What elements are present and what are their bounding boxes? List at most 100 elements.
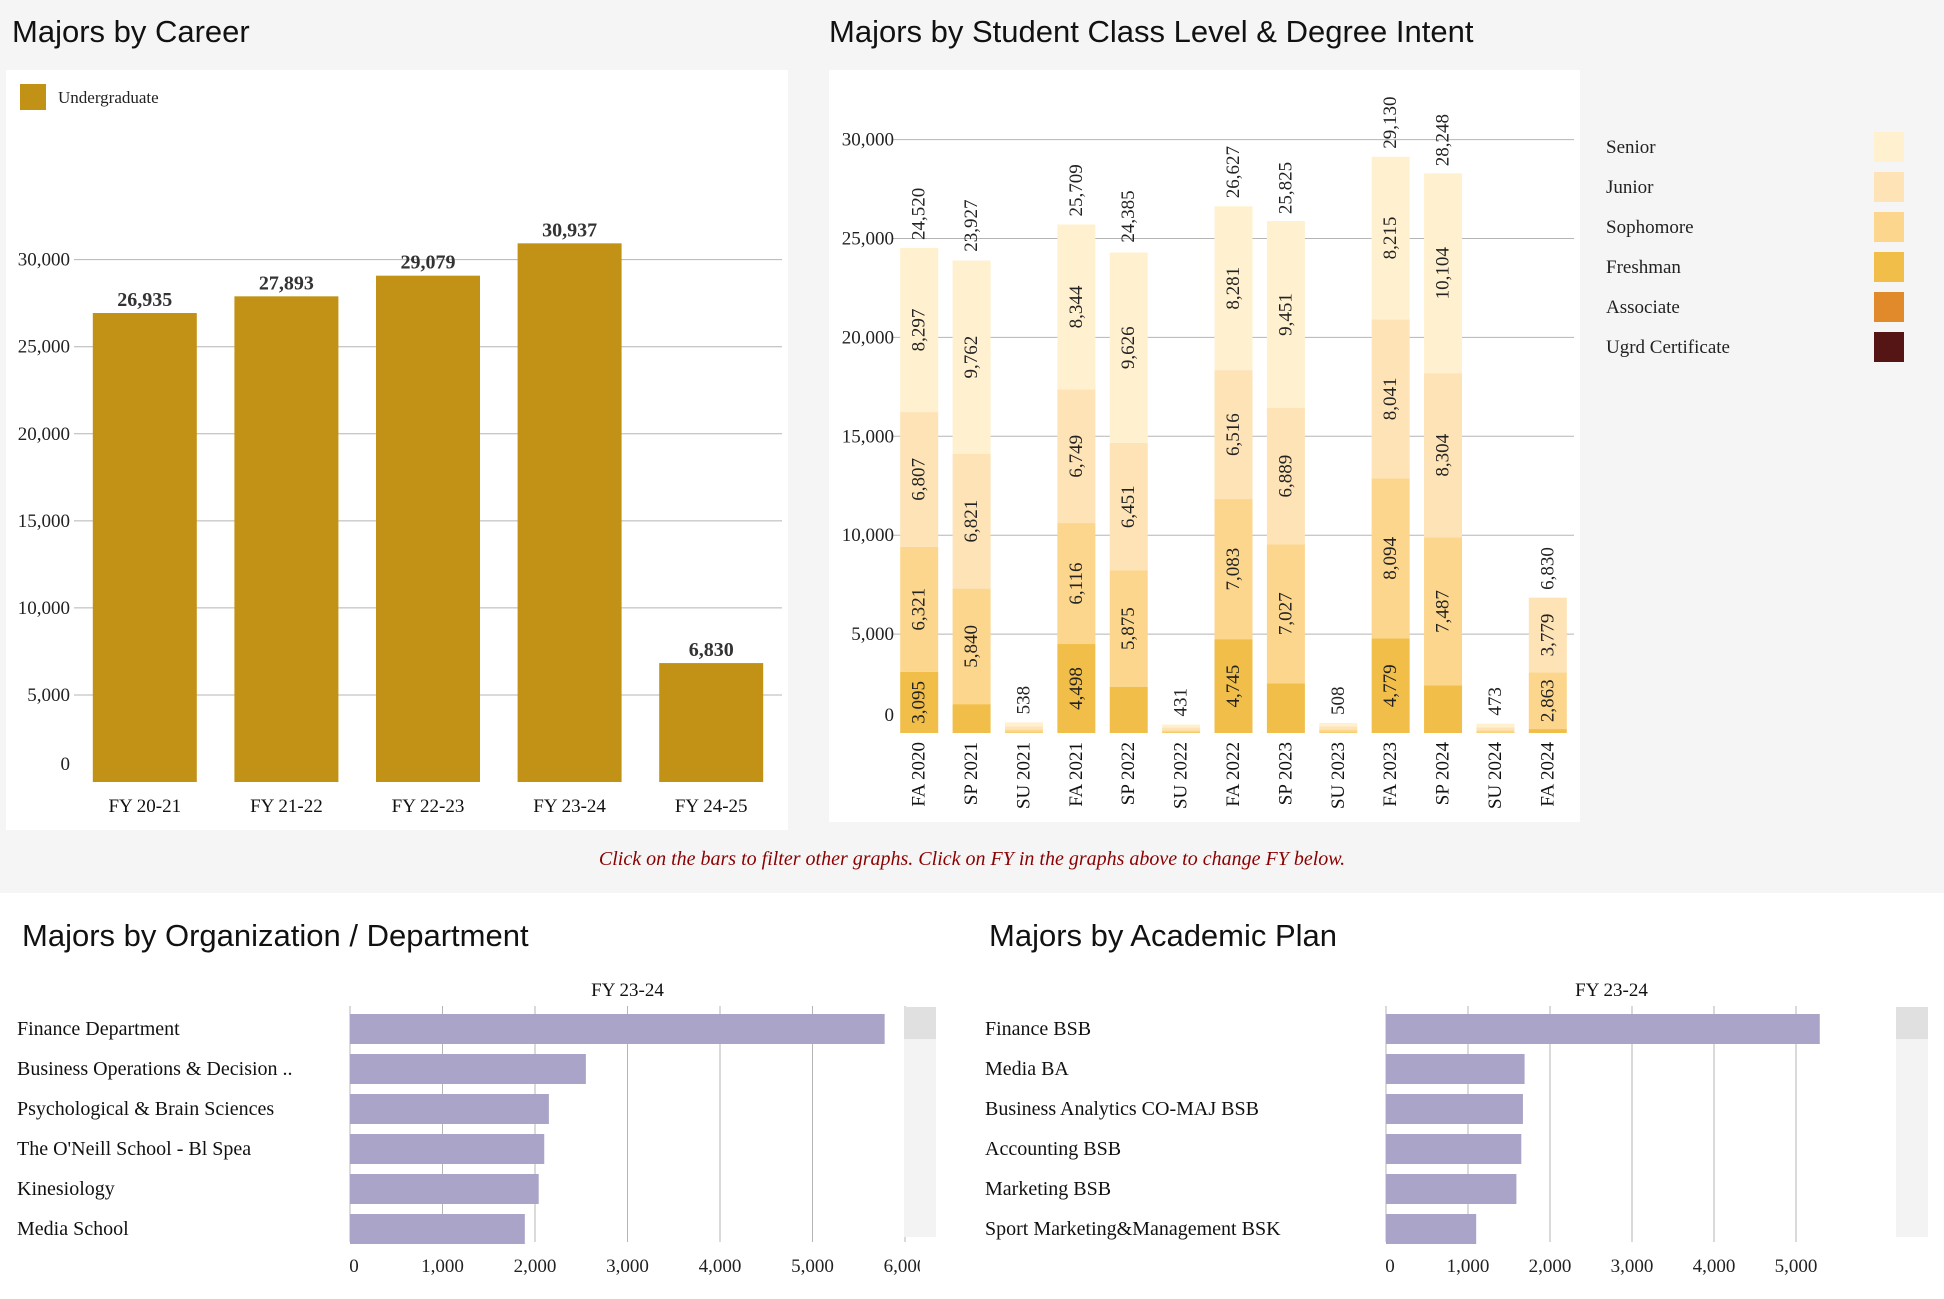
category-label: Kinesiology xyxy=(17,1178,115,1200)
legend-swatch-associate xyxy=(1874,292,1904,322)
x-tick-label: SU 2021 xyxy=(1013,742,1034,809)
segment-value-label: 8,215 xyxy=(1380,217,1401,260)
hbar-row xyxy=(1386,1094,1523,1124)
class-level-chart: 0 5,000 10,000 15,000 20,000 25,000 30,000 3,09… xyxy=(842,97,1574,810)
x-tick-label: SP 2021 xyxy=(961,742,982,805)
bar-fy-22-23 xyxy=(376,275,480,782)
org-scrollbar[interactable] xyxy=(904,1007,936,1237)
legend-label-senior: Senior xyxy=(1606,137,1656,158)
segment-value-label: 9,451 xyxy=(1275,293,1296,336)
segment-value-label: 6,807 xyxy=(909,458,930,501)
segment-value-label: 9,626 xyxy=(1118,326,1139,369)
bar-total-label: 26,627 xyxy=(1223,146,1244,198)
career-chart-card: Undergraduate 0 5,000 10,000 15,000 20,000 25,… xyxy=(6,70,788,830)
segment-senior xyxy=(952,260,991,454)
segment-senior xyxy=(1214,206,1253,371)
x-tick-label: FA 2020 xyxy=(909,742,930,807)
category-label: Business Operations & Decision .. xyxy=(17,1058,293,1080)
segment-freshman xyxy=(1004,732,1043,733)
legend-swatch-senior xyxy=(1874,132,1904,162)
segment-value-label: 8,281 xyxy=(1223,267,1244,310)
x-tick-label: FA 2023 xyxy=(1380,742,1401,807)
hbar-row xyxy=(350,1014,885,1044)
bar-fy-20-21 xyxy=(92,313,197,782)
legend-swatch-ugrd-certificate xyxy=(1874,332,1904,362)
y-tick-label: 25,000 xyxy=(842,228,894,249)
instruction-note: Click on the bars to filter other graphs… xyxy=(598,848,1346,870)
x-tick-label: FY 22-23 xyxy=(392,796,465,817)
org-scroll-thumb[interactable] xyxy=(904,1007,936,1039)
plan-scrollbar[interactable] xyxy=(1896,1007,1928,1237)
chart-header: FY 23-24 xyxy=(591,980,664,1001)
y-tick-label: 30,000 xyxy=(18,250,70,271)
org-chart-title: Majors by Organization / Department xyxy=(22,918,529,953)
bar-total-label: 25,709 xyxy=(1066,164,1087,216)
plan-scroll-thumb[interactable] xyxy=(1896,1007,1928,1039)
segment-junior xyxy=(1266,407,1305,545)
segment-sophomore xyxy=(1424,537,1463,686)
segment-freshman xyxy=(900,671,939,733)
x-tick-label: SU 2024 xyxy=(1485,742,1506,810)
y-tick-label: 10,000 xyxy=(842,525,894,546)
y-tick-label: 20,000 xyxy=(842,327,894,348)
segment-value-label: 4,498 xyxy=(1066,667,1087,710)
legend-label-associate: Associate xyxy=(1606,297,1680,318)
y-tick-label: 25,000 xyxy=(18,337,70,358)
bar-total-label: 28,248 xyxy=(1433,114,1454,166)
segment-sophomore xyxy=(952,588,991,705)
x-tick-label: FA 2021 xyxy=(1066,742,1087,807)
y-tick-label: 0 xyxy=(61,754,71,775)
segment-value-label: 5,840 xyxy=(961,625,982,668)
bar-value-label: 6,830 xyxy=(689,639,734,661)
segment-senior xyxy=(1424,173,1463,374)
bar-fy-23-24 xyxy=(517,243,622,783)
segment-value-label: 10,104 xyxy=(1433,247,1454,300)
hbar-row xyxy=(350,1094,549,1124)
x-tick-label: SU 2022 xyxy=(1171,742,1192,809)
segment-value-label: 7,487 xyxy=(1433,590,1454,633)
y-tick-label: 5,000 xyxy=(27,685,70,706)
segment-sophomore xyxy=(1004,729,1043,733)
segment-junior xyxy=(1162,727,1201,731)
plan-chart: FY 23-24 0 1,000 2,000 3,000 4,000 5,000 Financ… xyxy=(985,980,1820,1277)
segment-value-label: 8,041 xyxy=(1380,377,1401,420)
x-tick-label: 3,000 xyxy=(1611,1256,1654,1277)
segment-sophomore xyxy=(1057,523,1096,645)
x-tick-label: 5,000 xyxy=(791,1256,834,1277)
segment-senior xyxy=(1371,156,1410,320)
x-tick-label: SP 2022 xyxy=(1118,742,1139,805)
y-tick-label: 0 xyxy=(885,705,895,726)
segment-sophomore xyxy=(1528,672,1567,730)
hbar-row xyxy=(350,1134,545,1164)
hbar-row xyxy=(350,1174,539,1204)
segment-junior xyxy=(1109,442,1148,571)
segment-value-label: 7,027 xyxy=(1275,592,1296,635)
segment-senior xyxy=(1476,723,1515,728)
segment-senior xyxy=(900,247,939,413)
segment-value-label: 4,779 xyxy=(1380,664,1401,707)
x-tick-label: FA 2022 xyxy=(1223,742,1244,807)
x-tick-label: 4,000 xyxy=(699,1256,742,1277)
legend-label-undergraduate: Undergraduate xyxy=(58,88,159,107)
segment-senior xyxy=(1319,722,1358,727)
segment-senior xyxy=(1004,722,1043,727)
segment-value-label: 6,821 xyxy=(961,500,982,543)
segment-freshman xyxy=(1214,639,1253,733)
segment-value-label: 3,779 xyxy=(1537,614,1558,657)
segment-sophomore xyxy=(1371,478,1410,639)
segment-senior xyxy=(1109,252,1148,443)
legend-swatch-junior xyxy=(1874,172,1904,202)
y-tick-label: 30,000 xyxy=(842,130,894,151)
segment-junior xyxy=(1057,389,1096,524)
y-tick-label: 15,000 xyxy=(18,511,70,532)
class-chart-card: 0 5,000 10,000 15,000 20,000 25,000 30,000 3,09… xyxy=(829,70,1580,822)
category-label: Finance BSB xyxy=(985,1018,1091,1040)
segment-junior xyxy=(1214,370,1253,500)
org-chart: FY 23-24 0 1,000 2,000 3,000 4,000 5,000 6,000 F… xyxy=(17,980,920,1277)
segment-value-label: 6,749 xyxy=(1066,435,1087,478)
segment-value-label: 6,321 xyxy=(909,588,930,631)
legend-swatch-freshman xyxy=(1874,252,1904,282)
x-tick-label: FY 24-25 xyxy=(675,796,748,817)
hbar-row xyxy=(350,1214,525,1244)
segment-value-label: 8,094 xyxy=(1380,537,1401,580)
